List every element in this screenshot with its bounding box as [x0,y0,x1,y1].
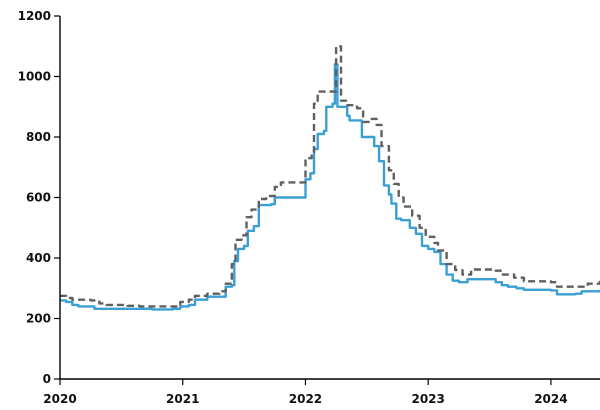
series-lines [60,45,600,311]
y-tick-label: 0 [43,372,51,386]
dashed-series-line [60,45,600,308]
y-tick-label: 600 [26,191,51,205]
y-axis-ticks: 0 200 400 600 800 1000 1200 [18,9,60,386]
x-tick-label: 2020 [43,392,76,406]
x-tick-label: 2021 [166,392,199,406]
y-tick-label: 1200 [18,9,51,23]
x-axis-ticks: 2020 2021 2022 2023 2024 [43,379,568,406]
x-tick-label: 2024 [534,392,567,406]
axes [59,16,600,380]
y-tick-label: 800 [26,130,51,144]
x-tick-label: 2023 [411,392,444,406]
y-tick-label: 400 [26,251,51,265]
x-tick-label: 2022 [289,392,322,406]
y-tick-label: 1000 [18,70,51,84]
solid-series-line [60,63,600,311]
y-tick-label: 200 [26,312,51,326]
